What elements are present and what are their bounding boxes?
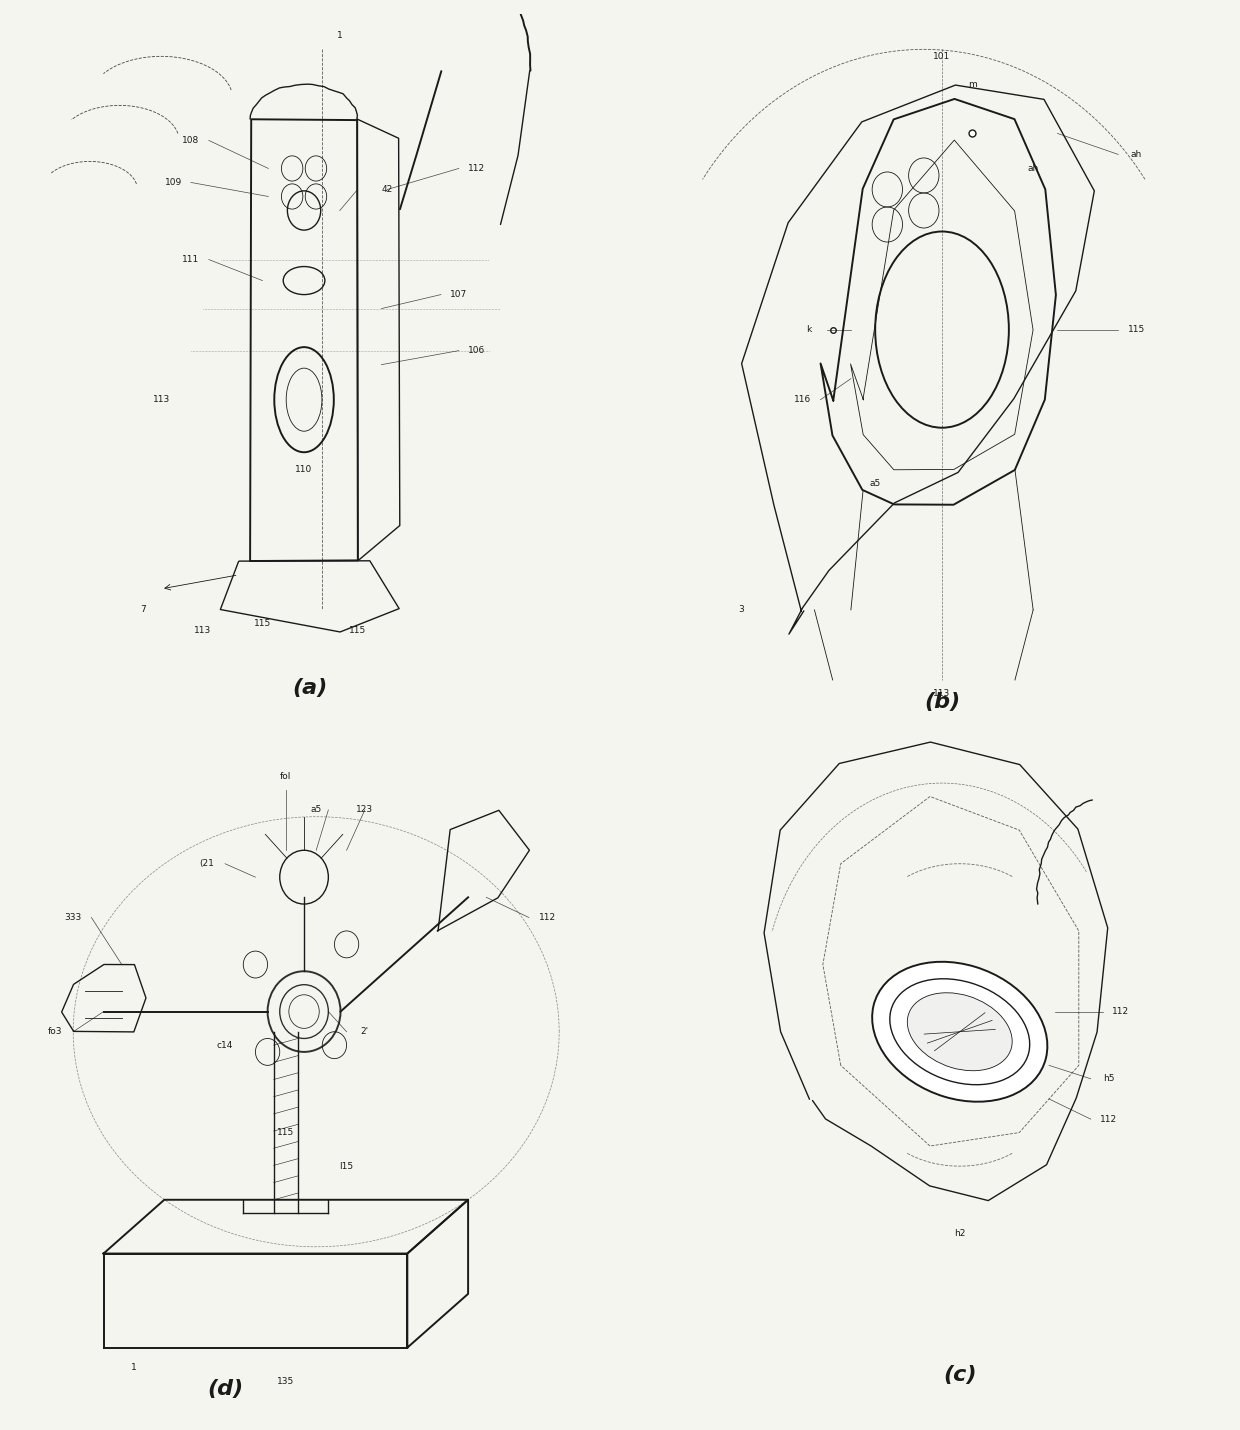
Text: 7: 7	[140, 605, 146, 615]
Text: 123: 123	[356, 805, 373, 815]
Text: fol: fol	[280, 772, 291, 781]
Text: 1: 1	[131, 1363, 136, 1373]
Text: 115: 115	[1128, 325, 1145, 335]
Text: ah: ah	[1131, 150, 1142, 159]
Text: h2: h2	[954, 1228, 966, 1238]
Text: ah: ah	[1028, 164, 1039, 173]
Text: 101: 101	[934, 51, 951, 61]
Text: 109: 109	[165, 177, 182, 187]
Text: fo3: fo3	[47, 1027, 62, 1037]
Ellipse shape	[872, 962, 1048, 1101]
Text: 110: 110	[295, 465, 312, 475]
Text: 2': 2'	[361, 1027, 368, 1037]
Text: 115: 115	[254, 619, 272, 628]
Text: (a): (a)	[293, 678, 327, 698]
Text: 115: 115	[348, 626, 366, 635]
Text: a5: a5	[310, 805, 322, 815]
Text: c14: c14	[217, 1041, 233, 1050]
Text: 113: 113	[153, 395, 170, 405]
Text: 113: 113	[195, 626, 212, 635]
Text: 112: 112	[467, 164, 485, 173]
Text: a5: a5	[869, 479, 880, 488]
Text: 112: 112	[1100, 1114, 1117, 1124]
Text: 107: 107	[450, 290, 467, 299]
Text: h5: h5	[1102, 1074, 1115, 1084]
Text: 108: 108	[182, 136, 200, 144]
Text: 113: 113	[934, 689, 951, 698]
Text: 1: 1	[337, 31, 342, 40]
Text: 3: 3	[739, 605, 744, 615]
Text: (21: (21	[200, 859, 215, 868]
Text: m: m	[968, 80, 977, 89]
Text: (d): (d)	[207, 1379, 243, 1399]
Text: 111: 111	[182, 255, 200, 265]
Text: (b): (b)	[924, 692, 960, 712]
Text: 135: 135	[278, 1377, 294, 1386]
Text: (c): (c)	[942, 1366, 977, 1386]
Text: 112: 112	[538, 912, 556, 922]
Text: l15: l15	[340, 1161, 353, 1171]
Ellipse shape	[908, 992, 1012, 1071]
Text: 115: 115	[278, 1128, 294, 1137]
Text: 106: 106	[467, 346, 485, 355]
Text: k: k	[806, 325, 811, 335]
Text: 116: 116	[794, 395, 811, 405]
Text: 42: 42	[382, 184, 393, 194]
Ellipse shape	[890, 978, 1029, 1085]
Text: 333: 333	[64, 912, 82, 922]
Text: 112: 112	[1112, 1007, 1130, 1017]
